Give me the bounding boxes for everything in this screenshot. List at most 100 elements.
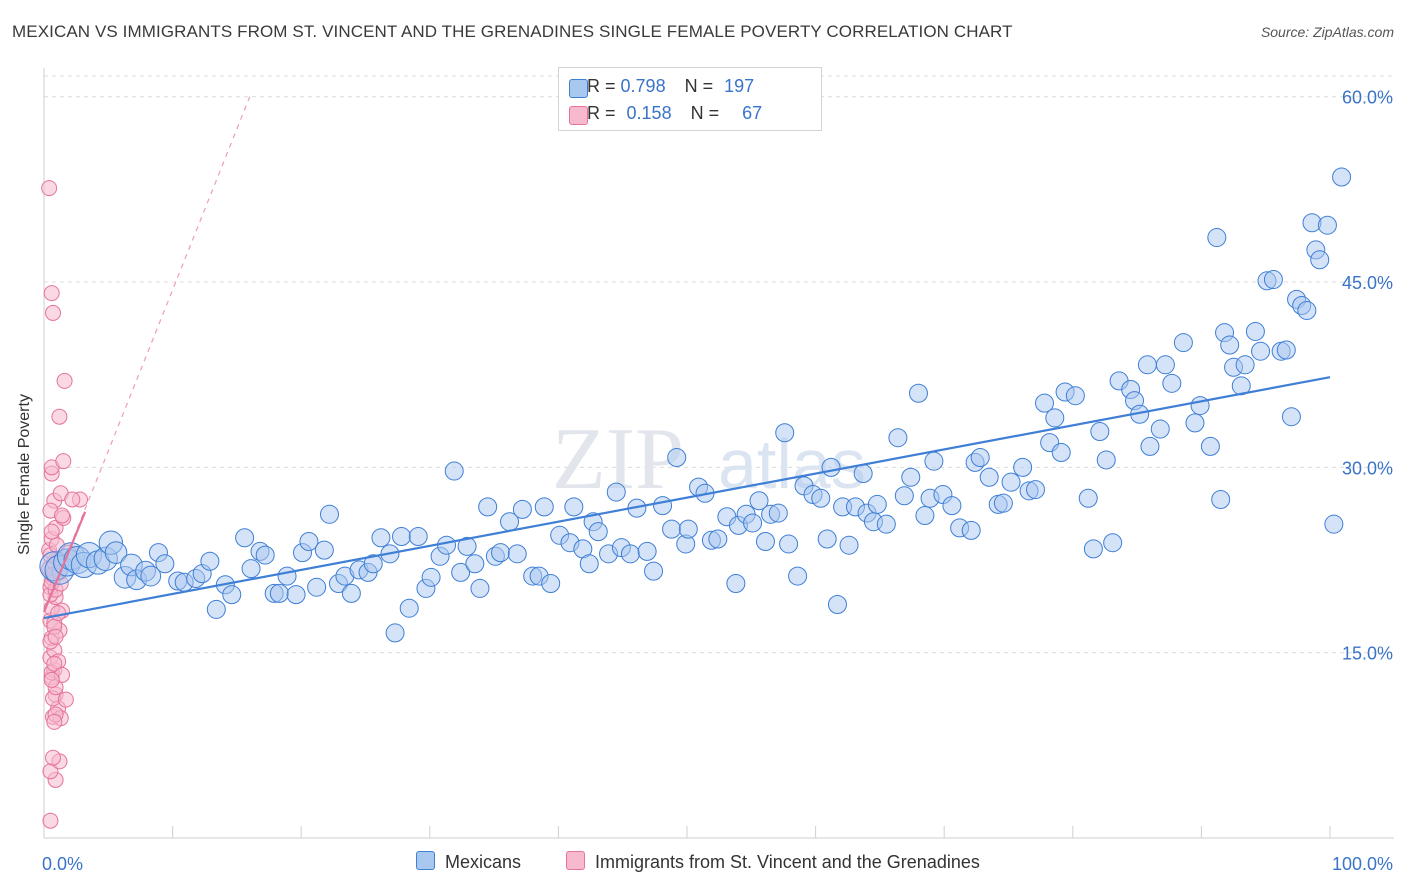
blue-point <box>1211 489 1231 509</box>
blue-r-value: 0.798 <box>620 76 666 96</box>
source-credit: Source: ZipAtlas.com <box>1260 24 1394 40</box>
blue-point <box>299 531 319 551</box>
y-tick-label: 60.0% <box>1342 88 1393 108</box>
blue-point <box>817 529 837 549</box>
blue-point <box>206 599 226 619</box>
pink-point <box>46 655 63 672</box>
pink-point <box>54 507 71 524</box>
blue-point <box>140 565 162 587</box>
blue-point <box>743 513 763 533</box>
blue-point <box>606 482 626 502</box>
blue-r-label: R = <box>587 76 616 96</box>
blue-point <box>385 623 405 643</box>
blue-series-points <box>39 167 1352 643</box>
blue-point <box>465 554 485 574</box>
blue-point <box>993 493 1013 513</box>
blue-point <box>1096 450 1116 470</box>
blue-point <box>363 554 383 574</box>
blue-point <box>1324 514 1344 534</box>
blue-point <box>788 566 808 586</box>
pink-point <box>46 713 63 730</box>
blue-point <box>1310 250 1330 270</box>
blue-point <box>444 461 464 481</box>
blue-point <box>876 514 896 534</box>
blue-point <box>726 573 746 593</box>
blue-point <box>1103 533 1123 553</box>
blue-point <box>839 535 859 555</box>
blue-point <box>341 583 361 603</box>
blue-point <box>894 486 914 506</box>
legend-label-mexicans: Mexicans <box>445 852 522 872</box>
blue-point <box>1220 335 1240 355</box>
blue-point <box>662 519 682 539</box>
blue-point <box>1173 333 1193 353</box>
blue-point <box>534 497 554 517</box>
blue-point <box>867 494 887 514</box>
pink-point <box>45 749 62 766</box>
blue-point <box>637 541 657 561</box>
x-tick-label-min: 0.0% <box>42 854 83 874</box>
blue-point <box>437 535 457 555</box>
blue-point <box>1026 480 1046 500</box>
blue-point <box>470 578 490 598</box>
legend-swatch-blue <box>416 851 435 870</box>
pink-n-value: 67 <box>742 103 763 123</box>
pink-point <box>57 691 74 708</box>
blue-point <box>1078 488 1098 508</box>
blue-point <box>768 503 788 523</box>
blue-point <box>620 544 640 564</box>
blue-point <box>286 585 306 605</box>
blue-point <box>708 529 728 549</box>
blue-trend-line <box>43 376 1331 620</box>
blue-point <box>979 467 999 487</box>
blue-point <box>1065 386 1085 406</box>
pink-point <box>41 180 58 197</box>
blue-point <box>1245 321 1265 341</box>
blue-point <box>588 522 608 542</box>
blue-point <box>1263 270 1283 290</box>
blue-point <box>1155 355 1175 375</box>
blue-point <box>307 577 327 597</box>
y-tick-label: 15.0% <box>1342 644 1393 664</box>
blue-point <box>775 423 795 443</box>
pink-point <box>45 304 62 321</box>
blue-point <box>277 566 297 586</box>
blue-n-value: 197 <box>724 76 755 96</box>
stats-row-pink: R = 0.158 N = 67 <box>569 103 763 125</box>
blue-point <box>421 567 441 587</box>
blue-point <box>915 506 935 526</box>
blue-point <box>1332 167 1352 187</box>
blue-point <box>1297 300 1317 320</box>
blue-point <box>1140 436 1160 456</box>
blue-point <box>942 496 962 516</box>
blue-point <box>235 528 255 548</box>
blue-point <box>1200 436 1220 456</box>
blue-swatch <box>569 79 588 98</box>
pink-point <box>50 605 67 622</box>
pink-series-points <box>41 180 89 829</box>
blue-point <box>541 573 561 593</box>
blue-point <box>1207 228 1227 248</box>
blue-point <box>827 594 847 614</box>
blue-point <box>1235 355 1255 375</box>
blue-point <box>371 528 391 548</box>
blue-point <box>1317 215 1337 235</box>
pink-n-label: N = <box>690 103 720 123</box>
blue-point <box>1045 408 1065 428</box>
pink-point <box>64 491 81 508</box>
blue-point <box>1281 407 1301 427</box>
pink-point <box>56 372 73 389</box>
blue-point <box>908 383 928 403</box>
blue-point <box>155 554 175 574</box>
pink-point <box>47 628 64 645</box>
pink-point <box>43 671 60 688</box>
blue-point <box>564 497 584 517</box>
y-tick-label: 45.0% <box>1342 273 1393 293</box>
pink-point <box>51 408 68 425</box>
blue-n-label: N = <box>684 76 714 96</box>
pink-point <box>42 812 59 829</box>
blue-point <box>491 543 511 563</box>
blue-point <box>1162 373 1182 393</box>
blue-point <box>408 527 428 547</box>
blue-point <box>888 428 908 448</box>
